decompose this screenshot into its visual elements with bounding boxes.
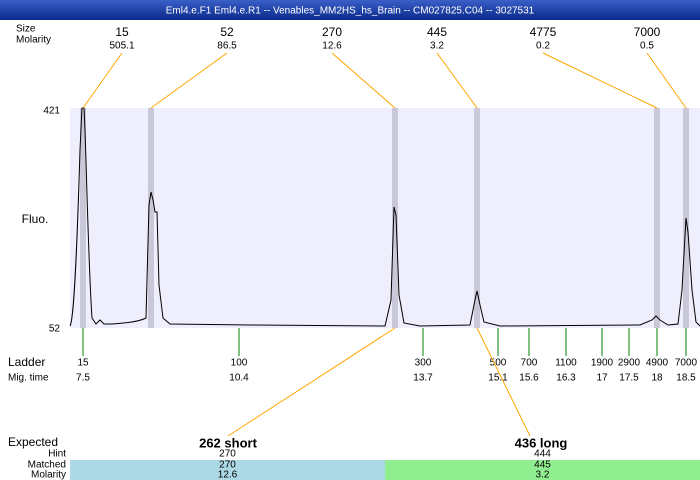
peak-molarity: 3.2 bbox=[430, 41, 444, 52]
peak-molarity: 505.1 bbox=[109, 41, 134, 52]
plot-area bbox=[70, 108, 700, 328]
title: Eml4.e.F1 Eml4.e.R1 -- Venables_MM2HS_hs… bbox=[166, 6, 535, 17]
trace bbox=[69, 107, 700, 327]
peak-molarity: 0.5 bbox=[640, 41, 654, 52]
ladder-size: 1900 bbox=[591, 358, 614, 369]
expected-molarity: 3.2 bbox=[536, 470, 550, 480]
row-label: Mig. time bbox=[8, 373, 49, 384]
peak-band bbox=[80, 108, 86, 328]
expected-cell bbox=[385, 460, 700, 480]
row-label: Molarity bbox=[31, 470, 66, 480]
ladder-time: 7.5 bbox=[76, 373, 90, 384]
axis-label: Fluo. bbox=[22, 212, 49, 226]
expected-name: 262 short bbox=[199, 435, 257, 450]
peak-molarity: 0.2 bbox=[536, 41, 550, 52]
row-label: Molarity bbox=[16, 35, 51, 46]
ladder-time: 13.7 bbox=[413, 373, 433, 384]
ladder-time: 18.5 bbox=[676, 373, 696, 384]
row-label: Ladder bbox=[8, 355, 45, 369]
peak-connector bbox=[646, 52, 687, 109]
ladder-size: 1100 bbox=[555, 358, 577, 369]
y-label: 421 bbox=[43, 106, 60, 117]
y-label: 52 bbox=[49, 324, 61, 335]
row-label: Expected bbox=[8, 435, 58, 449]
expected-molarity: 12.6 bbox=[218, 470, 238, 480]
expected-matched: 270 bbox=[219, 460, 236, 471]
peak-connector bbox=[82, 52, 123, 109]
ladder-size: 7000 bbox=[675, 358, 698, 369]
expected-hint: 270 bbox=[219, 449, 236, 460]
ladder-time: 18 bbox=[651, 373, 663, 384]
ladder-size: 300 bbox=[415, 358, 432, 369]
peak-size: 4775 bbox=[530, 25, 557, 39]
ladder-time: 17 bbox=[596, 373, 608, 384]
expected-connector bbox=[227, 327, 396, 437]
ladder-size: 4900 bbox=[646, 358, 669, 369]
expected-hint: 444 bbox=[534, 449, 551, 460]
expected-name: 436 long bbox=[515, 435, 568, 450]
row-label: Matched bbox=[28, 460, 66, 471]
ladder-size: 700 bbox=[521, 358, 538, 369]
ladder-time: 17.5 bbox=[619, 373, 639, 384]
peak-size: 52 bbox=[220, 25, 234, 39]
peak-band bbox=[654, 108, 660, 328]
ladder-time: 10.4 bbox=[229, 373, 249, 384]
peak-molarity: 86.5 bbox=[217, 41, 237, 52]
ladder-size: 15 bbox=[77, 358, 89, 369]
peak-connector bbox=[436, 52, 478, 109]
expected-connector bbox=[476, 327, 531, 437]
peak-connector bbox=[150, 52, 228, 109]
peak-size: 270 bbox=[322, 25, 342, 39]
peak-size: 15 bbox=[115, 25, 129, 39]
row-label: Size bbox=[16, 24, 36, 35]
peak-band bbox=[392, 108, 398, 328]
expected-cell bbox=[70, 460, 385, 480]
expected-matched: 445 bbox=[534, 460, 551, 471]
ladder-time: 15.1 bbox=[488, 373, 508, 384]
peak-band bbox=[474, 108, 480, 328]
row-label: Hint bbox=[48, 449, 66, 460]
peak-molarity: 12.6 bbox=[322, 41, 342, 52]
ladder-size: 2900 bbox=[618, 358, 641, 369]
peak-band bbox=[148, 108, 154, 328]
ladder-size: 100 bbox=[231, 358, 248, 369]
peak-connector bbox=[331, 52, 396, 109]
peak-connector bbox=[542, 52, 658, 109]
peak-size: 7000 bbox=[634, 25, 661, 39]
ladder-time: 15.6 bbox=[519, 373, 539, 384]
ladder-size: 500 bbox=[490, 358, 507, 369]
ladder-time: 16.3 bbox=[556, 373, 576, 384]
title-bar bbox=[0, 0, 700, 20]
peak-size: 445 bbox=[427, 25, 447, 39]
